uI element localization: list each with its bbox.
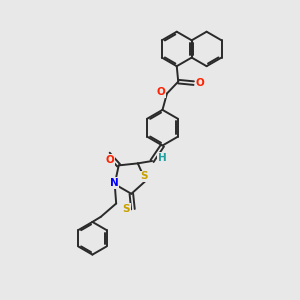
Text: O: O [156,87,165,97]
Text: S: S [123,204,130,214]
Text: S: S [140,172,148,182]
Text: N: N [110,178,118,188]
Text: O: O [106,155,114,165]
Text: H: H [158,153,167,163]
Text: O: O [196,78,205,88]
